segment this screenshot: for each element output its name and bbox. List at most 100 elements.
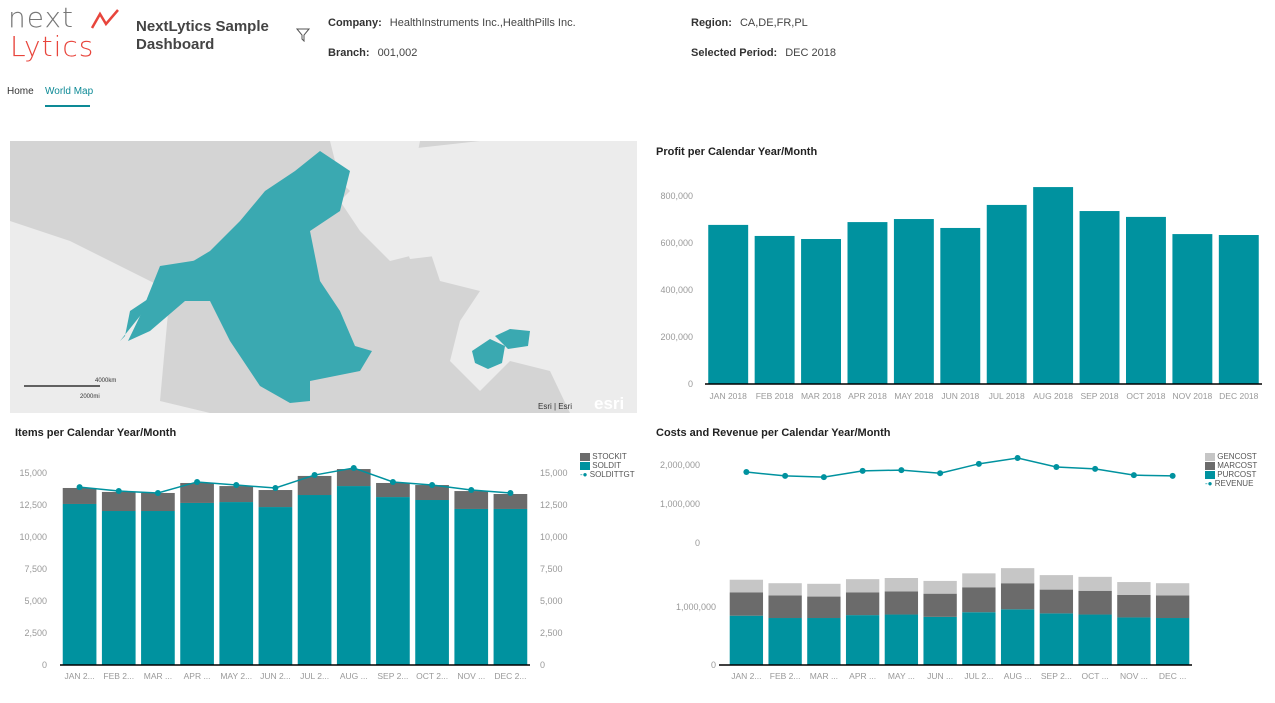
world-map[interactable]: 4000km 2000mi Esri | Esri esri [10, 141, 637, 413]
legend-label: MARCOST [1217, 461, 1258, 470]
legend-label: SOLDITTGT [589, 470, 635, 479]
legend-revenue[interactable]: -● REVENUE [1205, 479, 1257, 488]
bar-marcost [1000, 583, 1035, 610]
bar-stockit [141, 492, 175, 512]
bar-gencost [1039, 575, 1074, 590]
bar-purcost [1039, 613, 1074, 665]
legend-swatch [1205, 470, 1215, 479]
x-tick-label: JAN 2... [731, 671, 761, 681]
point-revenue [975, 460, 982, 467]
y-tick-label: 12,500 [19, 500, 47, 510]
point-revenue [1169, 472, 1176, 479]
point-revenue [1014, 454, 1021, 461]
legend-soldit[interactable]: SOLDIT [580, 461, 635, 470]
bar-marcost [1039, 589, 1074, 614]
bar-soldit [415, 500, 449, 665]
costs-legend: GENCOST MARCOST PURCOST -● REVENUE [1205, 452, 1257, 488]
point-soldittgt [154, 489, 161, 496]
branch-value: 001,002 [377, 47, 418, 59]
bar-soldit [297, 495, 332, 665]
y-tick-label: 5,000 [540, 596, 563, 606]
bar-soldit [62, 503, 97, 665]
x-tick-label: AUG 2018 [1033, 391, 1073, 401]
point-soldittgt [194, 478, 201, 485]
x-tick-label: DEC ... [1159, 671, 1186, 681]
legend-line-marker-icon: -● [580, 470, 588, 479]
x-tick-label: JAN 2018 [710, 391, 748, 401]
legend-marcost[interactable]: MARCOST [1205, 461, 1257, 470]
bar-profit [801, 239, 842, 384]
legend-swatch [1205, 461, 1215, 470]
land-west [10, 221, 210, 413]
y-tick-label: 5,000 [24, 596, 47, 606]
x-tick-label: DEC 2018 [1219, 391, 1258, 401]
legend-label: REVENUE [1214, 479, 1254, 488]
legend-gencost[interactable]: GENCOST [1205, 452, 1257, 461]
items-chart-title: Items per Calendar Year/Month [15, 427, 177, 439]
x-tick-label: APR ... [184, 671, 211, 681]
legend-stockit[interactable]: STOCKIT [580, 452, 635, 461]
point-revenue [743, 469, 750, 476]
bar-marcost [962, 587, 996, 613]
bar-stockit [336, 469, 371, 487]
line-soldittgt [79, 467, 511, 494]
map-attribution: Esri | Esri [538, 402, 572, 411]
logo-arrow-icon [90, 9, 119, 29]
y-tick-label: 0 [688, 379, 693, 389]
y-tick-label: 10,000 [19, 532, 47, 542]
point-revenue [937, 470, 944, 477]
x-tick-label: FEB 2... [770, 671, 801, 681]
point-soldittgt [507, 489, 514, 496]
legend-purcost[interactable]: PURCOST [1205, 470, 1257, 479]
tab-home[interactable]: Home [7, 86, 34, 97]
legend-line-marker-icon: -● [1205, 479, 1213, 488]
bar-purcost [962, 612, 996, 665]
x-tick-label: DEC 2... [494, 671, 526, 681]
bar-gencost [1155, 583, 1190, 596]
x-tick-label: SEP 2018 [1080, 391, 1118, 401]
x-tick-label: FEB 2018 [756, 391, 794, 401]
map-canvas[interactable]: 4000km 2000mi Esri | Esri esri [10, 141, 637, 413]
region-value: CA,DE,FR,PL [739, 17, 808, 29]
legend-label: STOCKIT [592, 452, 627, 461]
point-soldittgt [115, 488, 122, 495]
bar-profit [1033, 187, 1074, 384]
funnel-icon[interactable] [296, 28, 310, 42]
bar-purcost [1117, 617, 1151, 665]
y-tick-label: 600,000 [660, 238, 693, 248]
x-tick-label: JUL 2... [300, 671, 329, 681]
bar-marcost [845, 592, 880, 616]
x-tick-label: AUG ... [340, 671, 368, 681]
company-label: Company: [328, 17, 382, 29]
x-tick-label: JUL 2... [964, 671, 993, 681]
point-revenue [1130, 472, 1137, 479]
legend-label: SOLDIT [592, 461, 622, 470]
y-tick-label: 800,000 [660, 191, 693, 201]
x-tick-label: FEB 2... [103, 671, 134, 681]
highlight-canada-usa [120, 151, 372, 403]
bar-purcost [1078, 614, 1112, 665]
y-tick-label: 400,000 [660, 285, 693, 295]
bar-marcost [1117, 594, 1151, 618]
bar-purcost [1155, 618, 1190, 665]
company-value: HealthInstruments Inc.,HealthPills Inc. [389, 17, 576, 29]
x-tick-label: MAY 2... [220, 671, 252, 681]
x-tick-label: SEP 2... [1041, 671, 1072, 681]
branch-filter: Branch: 001,002 [328, 47, 417, 59]
legend-soldittgt[interactable]: -● SOLDITTGT [580, 470, 635, 479]
bar-soldit [258, 507, 293, 665]
bar-soldit [336, 486, 371, 665]
y-tick-label: 15,000 [19, 468, 47, 478]
bar-stockit [493, 493, 528, 509]
bar-stockit [219, 486, 254, 503]
point-soldittgt [389, 478, 396, 485]
x-tick-label: JUN ... [927, 671, 953, 681]
branch-label: Branch: [328, 47, 370, 59]
x-tick-label: JUN 2... [260, 671, 291, 681]
legend-swatch [580, 461, 590, 470]
tab-world-map[interactable]: World Map [45, 86, 94, 97]
bar-purcost [807, 618, 841, 665]
bar-gencost [1117, 582, 1151, 595]
bar-soldit [219, 502, 254, 665]
bar-stockit [454, 491, 489, 509]
